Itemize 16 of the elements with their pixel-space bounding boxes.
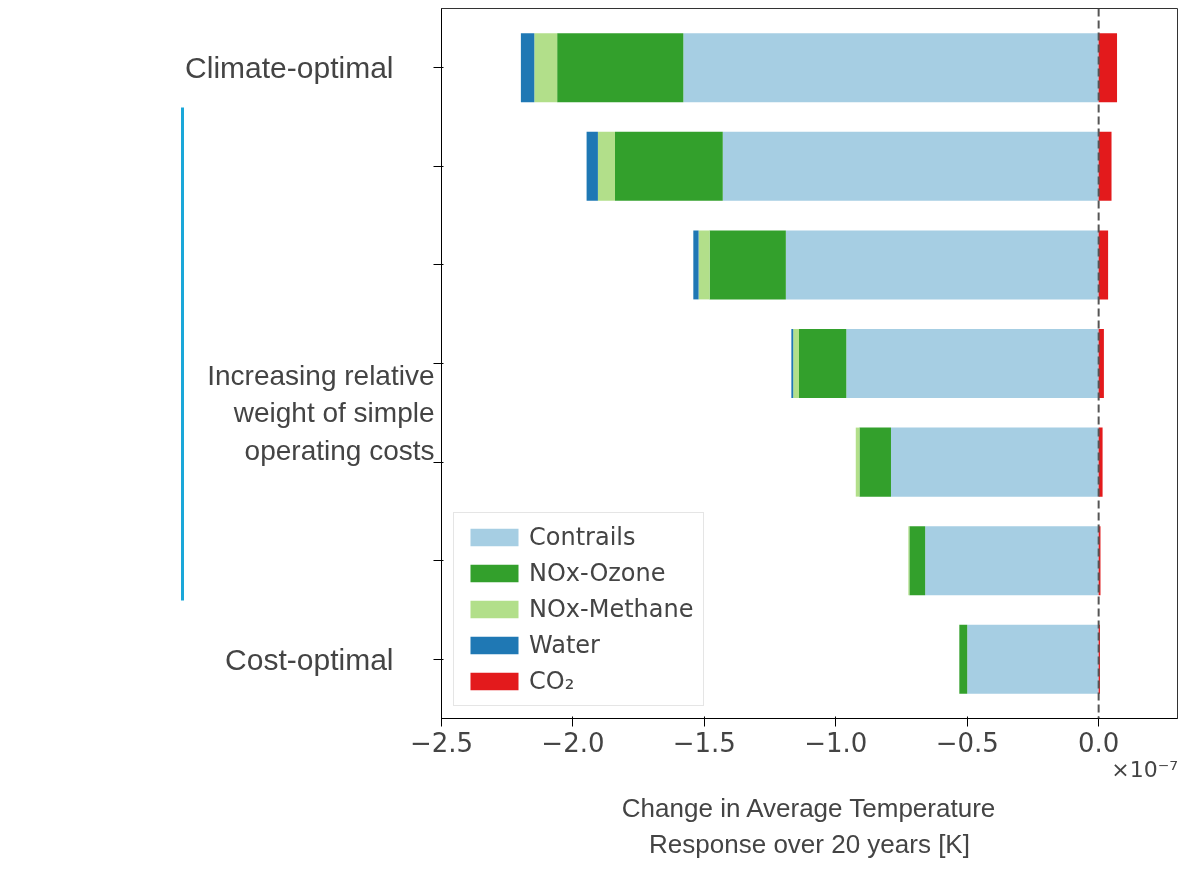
- x-axis-title: Change in Average Temperature Response over 20 years [K]: [621, 792, 996, 859]
- legend-label: NOx-Ozone: [529, 559, 666, 587]
- y-tick-label: Climate-optimal: [185, 51, 394, 85]
- legend-label: CO₂: [529, 667, 575, 695]
- text: Increasing relative weight of simple operating costs: [207, 360, 435, 466]
- legend-label: Water: [529, 631, 600, 659]
- x-tick-label: −2.5: [409, 727, 474, 758]
- legend-label: NOx-Methane: [529, 595, 694, 623]
- x-tick-label: −2.0: [541, 727, 605, 758]
- x-tick-label: 0.0: [1077, 727, 1120, 758]
- x-tick-label: −1.0: [804, 727, 868, 758]
- x-tick-label: −0.5: [935, 727, 999, 758]
- legend-label: Contrails: [529, 523, 636, 551]
- y-tick-label: Cost-optimal: [225, 642, 394, 676]
- x-tick-label: −1.5: [672, 727, 736, 758]
- text: ×10⁻⁷: [1111, 756, 1179, 782]
